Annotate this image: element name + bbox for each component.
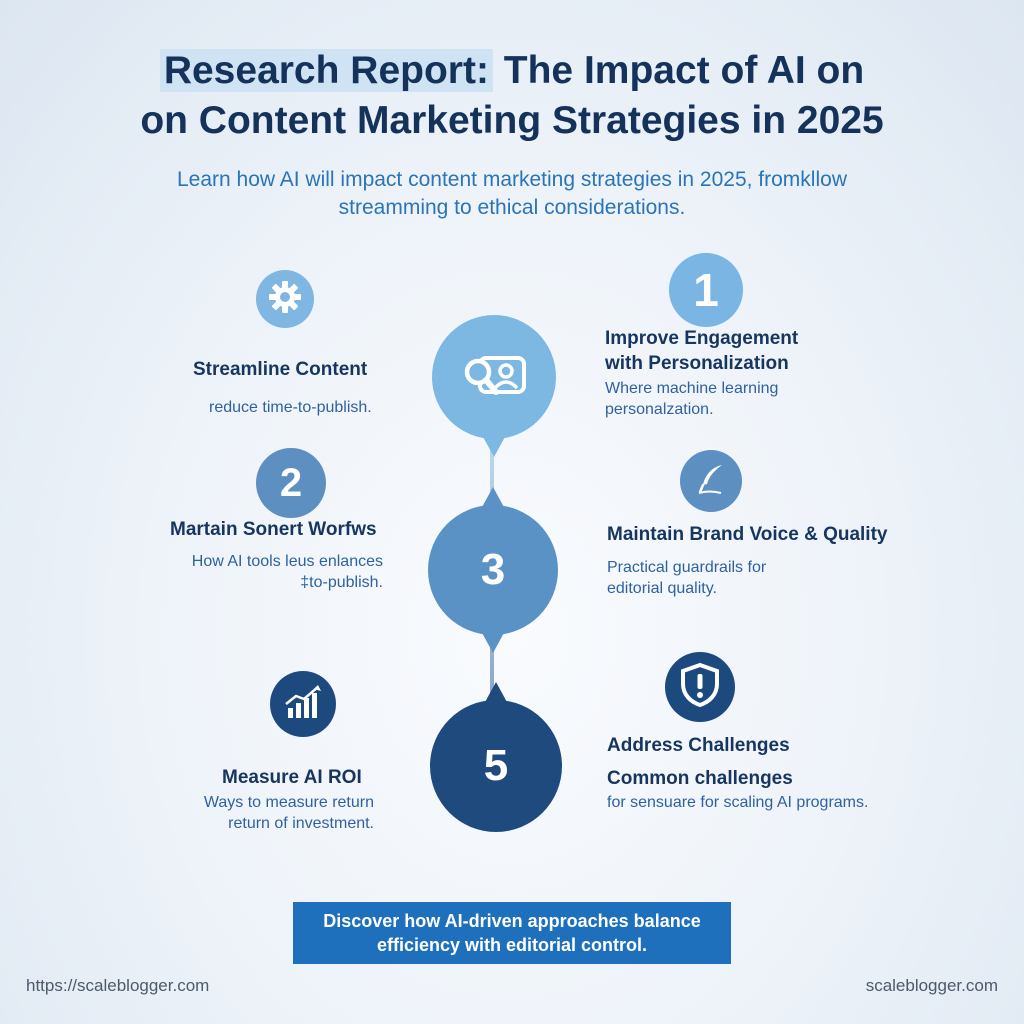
step-number-2-circle: 2: [256, 448, 326, 518]
roi-body-line-2: return of investment.: [228, 815, 374, 832]
streamline-body: reduce time-to-publish.: [209, 399, 372, 416]
brand-body-line-2: editorial quality.: [607, 580, 717, 597]
title-rest: The Impact of AI on: [503, 49, 865, 92]
brand-body: Practical guardrails for editorial quali…: [607, 557, 766, 599]
bar-chart-growth-icon: [283, 684, 323, 725]
center-drop-top: [432, 315, 556, 457]
gear-icon: [268, 280, 302, 319]
subtitle: Learn how AI will impact content marketi…: [0, 166, 1024, 222]
cta-banner: Discover how AI-driven approaches balanc…: [293, 902, 731, 964]
brand-heading: Maintain Brand Voice & Quality: [607, 524, 888, 545]
engagement-heading-line-1: Improve Engagement: [605, 328, 799, 349]
brand-body-line-1: Practical guardrails for: [607, 559, 767, 576]
quill-icon-circle: [680, 450, 742, 512]
workflows-body-line-1: How AI tools leus enlances: [191, 553, 383, 570]
search-profile-icon: [458, 352, 530, 403]
gear-icon-circle: [256, 270, 314, 328]
page-title: Research Report: The Impact of AI on on …: [0, 46, 1024, 146]
engagement-heading-line-2: with Personalization: [605, 353, 789, 374]
shield-icon-circle: [665, 652, 735, 722]
workflows-body: How AI tools leus enlances ‡to-publish.: [150, 551, 383, 593]
title-line-2: on Content Marketing Strategies in 2025: [140, 99, 884, 142]
cta-line-2: efficiency with editorial control.: [376, 935, 648, 955]
chart-icon-circle: [270, 671, 336, 737]
step-number-2: 2: [279, 460, 303, 505]
engagement-heading: Improve Engagement with Personalization: [605, 326, 798, 376]
step-number-3: 3: [480, 545, 506, 594]
roi-heading: Measure AI ROI: [222, 767, 362, 788]
challenges-heading: Address Challenges: [607, 735, 790, 756]
shield-alert-icon: [679, 662, 721, 713]
subtitle-line-2: streamming to ethical considerations.: [338, 196, 686, 219]
workflows-body-line-2: ‡to-publish.: [300, 574, 383, 591]
center-drop-3: 3: [428, 487, 558, 653]
roi-body-line-1: Ways to measure return: [203, 794, 374, 811]
footer-url-left[interactable]: https://scaleblogger.com: [26, 976, 210, 995]
step-number-1-circle: 1: [669, 253, 743, 327]
engagement-body-line-2: personalzation.: [605, 401, 714, 418]
roi-body: Ways to measure return return of investm…: [160, 792, 374, 834]
subtitle-line-1: Learn how AI will impact content marketi…: [177, 168, 847, 191]
step-number-5: 5: [483, 741, 509, 790]
challenges-subheading: Common challenges: [607, 768, 793, 789]
title-highlight: Research Report:: [159, 49, 493, 92]
challenges-body: for sensuare for scaling AI programs.: [607, 794, 869, 811]
workflows-heading: Martain Sonert Worfws: [170, 519, 377, 540]
quill-pen-icon: [694, 462, 728, 501]
footer-url-right[interactable]: scaleblogger.com: [865, 976, 998, 995]
engagement-body: Where machine learning personalzation.: [605, 378, 778, 420]
engagement-body-line-1: Where machine learning: [605, 380, 779, 397]
cta-line-1: Discover how AI-driven approaches balanc…: [323, 911, 701, 931]
step-number-1: 1: [693, 264, 719, 316]
title-line-1: Research Report: The Impact of AI on: [0, 46, 1024, 96]
center-drop-5: 5: [430, 682, 562, 832]
streamline-heading: Streamline Content: [193, 359, 368, 380]
